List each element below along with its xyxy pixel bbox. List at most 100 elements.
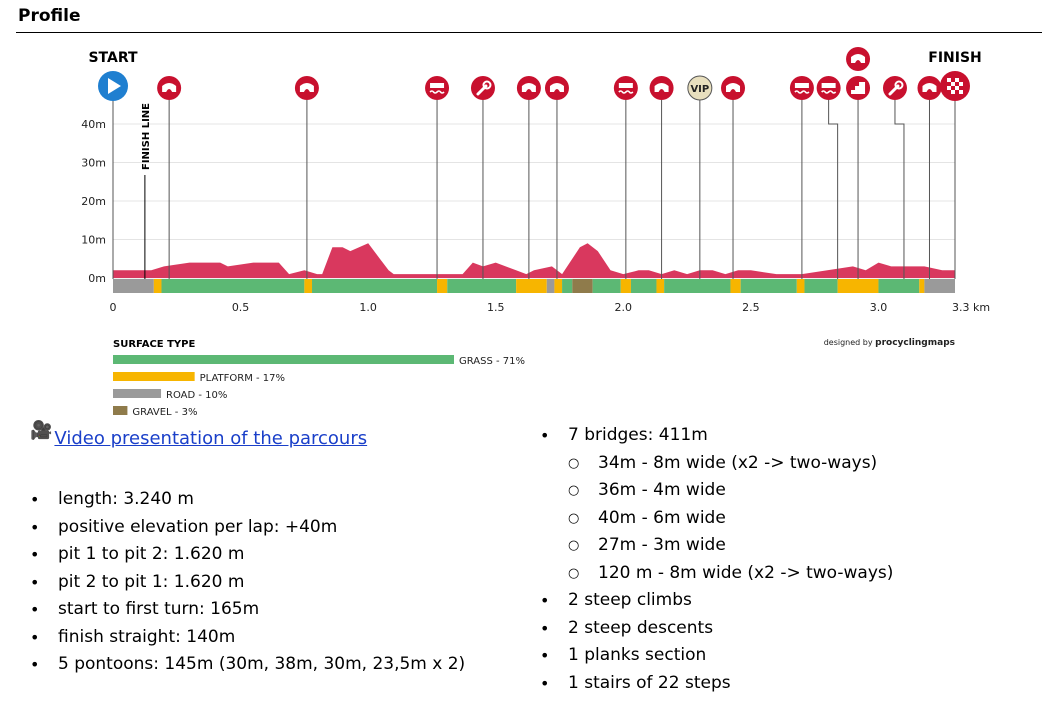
- bridge-detail-item: 36m - 4m wide: [568, 477, 893, 505]
- x-tick-label: 2.0: [615, 301, 633, 314]
- surface-legend-bar: [113, 406, 128, 415]
- section-title: Profile: [18, 6, 81, 26]
- surface-segment-platform: [516, 279, 547, 293]
- surface-segment-grass: [630, 279, 657, 293]
- surface-segment-gravel: [572, 279, 593, 293]
- credit-brand: procyclingmaps: [875, 338, 955, 348]
- x-tick-label: 0.5: [232, 301, 250, 314]
- surface-segment-platform: [919, 279, 925, 293]
- bridge-glyph: [521, 83, 536, 92]
- course-profile-chart: 0m 10m 20m 30m 40m 0 0.5 1.0 1.5 2.0 2.5 3.0 3.3 km F…: [81, 47, 990, 418]
- checker-square: [959, 82, 963, 86]
- wrench-head: [482, 80, 492, 90]
- surface-segment-platform: [437, 279, 448, 293]
- water-glyph: [429, 90, 445, 94]
- surface-segment-grass: [161, 279, 305, 293]
- bridge-detail-item: 40m - 6m wide: [568, 505, 893, 533]
- surface-legend-label: GRAVEL - 3%: [132, 407, 197, 418]
- checker-square: [947, 78, 951, 82]
- surface-segment-road: [546, 279, 555, 293]
- bridge-glyph: [922, 83, 937, 92]
- surface-legend-label: GRASS - 71%: [459, 356, 525, 367]
- surface-segment-grass: [664, 279, 731, 293]
- wrench-head: [894, 80, 904, 90]
- finish-label: FINISH: [928, 50, 982, 66]
- y-tick-label: 0m: [88, 272, 106, 285]
- fact-item: pit 2 to pit 1: 1.620 m: [30, 569, 465, 597]
- play-triangle: [108, 78, 121, 94]
- x-tick-label: 2.5: [742, 301, 760, 314]
- bridge-glyph: [654, 83, 669, 92]
- movie-camera-icon: 🎥: [30, 420, 53, 441]
- bridge-glyph: [549, 83, 564, 92]
- pontoon-glyph: [430, 83, 445, 88]
- bridge-glyph: [851, 54, 866, 63]
- stairs-glyph: [851, 82, 866, 94]
- obstacle-item: 1 planks section: [540, 642, 893, 670]
- obstacle-item: 2 steep descents: [540, 615, 893, 643]
- water-glyph: [794, 90, 810, 94]
- bridge-detail-item: 27m - 3m wide: [568, 532, 893, 560]
- surface-segment-grass: [447, 279, 517, 293]
- y-tick-label: 40m: [81, 118, 106, 131]
- surface-segment-platform: [620, 279, 631, 293]
- fact-item: start to first turn: 165m: [30, 596, 465, 624]
- surface-legend-label: ROAD - 10%: [166, 390, 227, 401]
- credit-prefix: designed by: [824, 338, 875, 347]
- surface-segment-platform: [554, 279, 563, 293]
- surface-segment-platform: [837, 279, 879, 293]
- vip-label: VIP: [690, 84, 709, 95]
- y-tick-label: 20m: [81, 195, 106, 208]
- surface-segment-grass: [562, 279, 573, 293]
- marker-stem: [828, 100, 839, 279]
- marker-stem: [894, 100, 905, 279]
- bridge-glyph: [299, 83, 314, 92]
- elevation-area: [113, 243, 955, 278]
- y-tick-label: 30m: [81, 157, 106, 170]
- fact-item: 5 pontoons: 145m (30m, 38m, 30m, 23,5m x…: [30, 651, 465, 679]
- surface-legend-bar: [113, 389, 162, 398]
- surface-segment-grass: [878, 279, 920, 293]
- x-tick-label: 1.5: [487, 301, 505, 314]
- checker-square: [947, 86, 951, 90]
- pontoon-glyph: [618, 83, 633, 88]
- video-link-row: 🎥 Video presentation of the parcours: [30, 420, 368, 449]
- x-tick-label: 0: [110, 301, 117, 314]
- checker-square: [951, 90, 955, 94]
- surface-segment-grass: [804, 279, 838, 293]
- fact-item: positive elevation per lap: +40m: [30, 514, 465, 542]
- surface-segment-grass: [740, 279, 797, 293]
- credit-text: designed by procyclingmaps: [824, 338, 955, 348]
- section-divider: [16, 32, 1042, 33]
- surface-segment-platform: [796, 279, 805, 293]
- surface-legend-bar: [113, 355, 454, 364]
- checker-square: [955, 86, 959, 90]
- bridge-detail-item: 120 m - 8m wide (x2 -> two-ways): [568, 560, 893, 588]
- start-label: START: [88, 50, 138, 66]
- surface-legend-label: PLATFORM - 17%: [200, 373, 285, 384]
- checker-square: [951, 82, 955, 86]
- obstacles-list: 7 bridges: 411m34m - 8m wide (x2 -> two-…: [540, 422, 893, 697]
- x-axis-end-label: 3.3 km: [952, 301, 990, 314]
- obstacle-item: 2 steep climbs: [540, 587, 893, 615]
- surface-segment-grass: [592, 279, 621, 293]
- finish-line-label: FINISH LINE: [141, 103, 152, 170]
- surface-legend-title: SURFACE TYPE: [113, 339, 195, 350]
- checker-square: [959, 90, 963, 94]
- obstacle-item: 1 stairs of 22 steps: [540, 670, 893, 698]
- bridge-glyph: [726, 83, 741, 92]
- surface-segment-platform: [730, 279, 741, 293]
- surface-legend-bar: [113, 372, 195, 381]
- course-facts-list: length: 3.240 mpositive elevation per la…: [30, 486, 465, 679]
- surface-segment-platform: [153, 279, 162, 293]
- checker-square: [955, 78, 959, 82]
- obstacle-item: 7 bridges: 411m: [540, 422, 893, 450]
- x-tick-label: 1.0: [359, 301, 377, 314]
- x-tick-label: 3.0: [870, 301, 888, 314]
- surface-segment-platform: [304, 279, 313, 293]
- surface-segment-grass: [312, 279, 438, 293]
- video-presentation-link[interactable]: Video presentation of the parcours: [54, 428, 368, 449]
- fact-item: pit 1 to pit 2: 1.620 m: [30, 541, 465, 569]
- bridge-glyph: [162, 83, 177, 92]
- surface-segment-platform: [656, 279, 665, 293]
